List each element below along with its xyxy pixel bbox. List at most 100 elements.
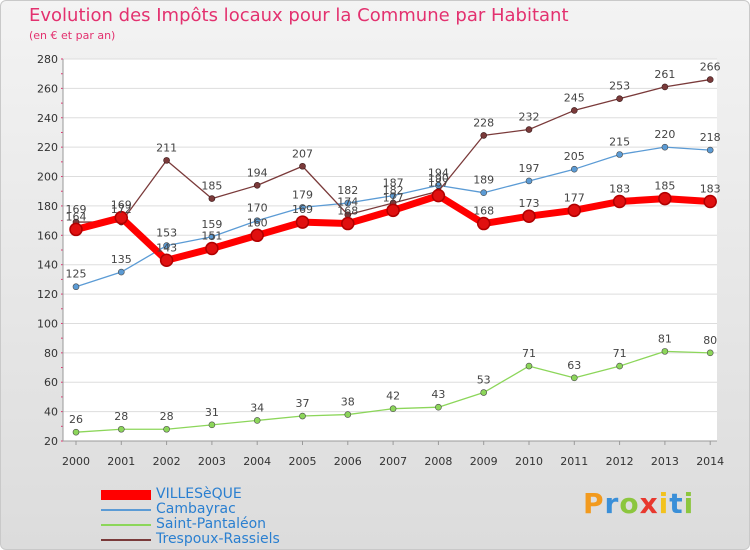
data-label: 80: [703, 334, 717, 347]
series-point-1: [525, 177, 533, 185]
data-label: 187: [428, 177, 449, 190]
x-tick-label: 2013: [651, 455, 679, 468]
x-tick-label: 2007: [379, 455, 407, 468]
series-point-0: [703, 194, 717, 209]
legend-label: VILLESèQUE: [156, 486, 242, 502]
data-label: 170: [247, 202, 268, 215]
y-tick-label: 140: [37, 259, 58, 272]
data-label: 31: [205, 406, 219, 419]
data-label: 169: [66, 203, 87, 216]
series-point-2: [435, 403, 442, 411]
series-point-1: [389, 192, 397, 199]
y-tick-label: 20: [44, 435, 58, 448]
data-label: 185: [654, 180, 675, 193]
data-label: 189: [473, 174, 494, 187]
data-label: 38: [341, 396, 355, 409]
series-point-3: [525, 126, 533, 133]
data-label: 43: [431, 388, 445, 401]
series-point-0: [522, 209, 536, 223]
x-tick-label: 2009: [470, 455, 498, 468]
series-point-3: [208, 195, 216, 202]
series-point-2: [208, 421, 216, 429]
y-tick-label: 80: [44, 347, 58, 360]
logo-letter: P: [583, 487, 605, 520]
series-point-0: [295, 215, 310, 229]
series-point-0: [658, 191, 672, 206]
legend-label: Cambayrac: [156, 501, 236, 517]
series-point-0: [431, 188, 446, 203]
series-point-0: [341, 216, 355, 231]
y-tick-label: 160: [37, 229, 58, 242]
x-tick-label: 2010: [515, 455, 543, 468]
data-label: 135: [111, 253, 132, 266]
series-point-2: [706, 349, 714, 357]
series-point-1: [163, 242, 170, 249]
data-label: 143: [156, 241, 177, 254]
data-label: 190: [428, 172, 449, 185]
data-label: 194: [247, 166, 268, 179]
data-label: 173: [519, 197, 540, 210]
series-point-0: [250, 228, 264, 243]
logo-letter: i: [658, 487, 670, 520]
legend-swatch: [101, 490, 151, 500]
data-label: 34: [250, 401, 264, 414]
y-tick-label: 200: [37, 171, 58, 184]
y-tick-label: 40: [44, 406, 58, 419]
data-label: 168: [337, 205, 358, 218]
data-label: 125: [66, 268, 87, 281]
series-point-1: [480, 189, 488, 196]
data-label: 81: [658, 332, 672, 345]
series-point-3: [706, 76, 714, 83]
data-label: 179: [292, 188, 313, 201]
series-point-2: [661, 348, 669, 355]
legend-label: Trespoux-Rassiels: [156, 531, 280, 547]
data-label: 182: [383, 184, 404, 197]
data-label: 215: [609, 136, 630, 149]
series-point-1: [344, 199, 352, 207]
series-point-2: [389, 405, 397, 412]
x-tick-label: 2011: [560, 455, 588, 468]
data-label: 220: [654, 128, 675, 141]
x-tick-label: 2001: [107, 455, 135, 468]
y-tick-label: 260: [37, 82, 58, 95]
y-tick-label: 180: [37, 200, 58, 213]
data-label: 168: [473, 205, 494, 218]
data-label: 42: [386, 390, 400, 403]
series-point-2: [163, 425, 170, 433]
series-point-3: [253, 182, 261, 189]
data-label: 187: [383, 177, 404, 190]
legend-swatch: [101, 539, 151, 541]
series-point-1: [661, 143, 669, 151]
y-tick-label: 120: [37, 288, 58, 301]
series-point-3: [299, 162, 306, 170]
x-tick-label: 2006: [334, 455, 362, 468]
data-label: 266: [700, 61, 721, 74]
series-point-2: [344, 411, 352, 418]
data-label: 164: [66, 210, 87, 223]
series-point-0: [69, 222, 83, 237]
x-tick-label: 2000: [62, 455, 90, 468]
data-label: 197: [519, 162, 540, 175]
series-point-3: [480, 132, 488, 139]
data-label: 228: [473, 116, 494, 129]
x-tick-label: 2005: [289, 455, 317, 468]
data-label: 174: [337, 196, 358, 209]
data-label: 177: [564, 191, 585, 204]
series-point-3: [661, 83, 669, 91]
series-point-2: [72, 428, 80, 436]
series-point-2: [253, 417, 261, 424]
data-label: 183: [700, 183, 721, 196]
legend-swatch: [101, 509, 151, 511]
series-point-2: [118, 425, 125, 433]
series-point-1: [253, 217, 261, 224]
data-label: 261: [654, 68, 675, 81]
data-label: 205: [564, 150, 585, 163]
data-label: 159: [201, 218, 222, 231]
data-label: 253: [609, 80, 630, 93]
logo-letter: i: [683, 487, 695, 520]
data-label: 207: [292, 147, 313, 160]
data-label: 63: [567, 359, 581, 372]
y-tick-label: 240: [37, 112, 58, 125]
series-point-1: [299, 204, 306, 211]
